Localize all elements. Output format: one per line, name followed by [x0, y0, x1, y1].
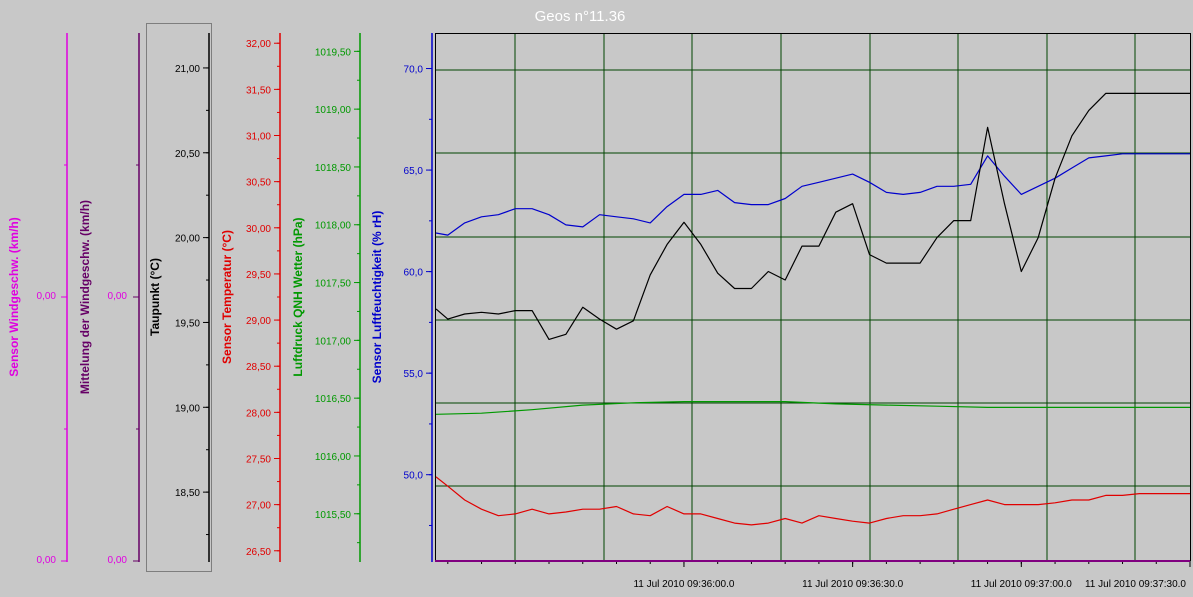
x-tick-label: 11 Jul 2010 09:37:30.0	[1085, 579, 1186, 590]
y-tick-label-dewpoint: 18,50	[175, 488, 200, 499]
dewpoint-axis-selection[interactable]	[146, 23, 212, 572]
plot-area[interactable]	[435, 33, 1191, 561]
y-tick-label-temperature: 31,00	[246, 132, 271, 143]
y-tick-label-temperature: 27,00	[246, 501, 271, 512]
y-tick-label-temperature: 29,50	[246, 270, 271, 281]
y-tick-label-temperature: 29,00	[246, 316, 271, 327]
y-tick-label-dewpoint: 20,00	[175, 234, 200, 245]
y-tick-label-dewpoint: 21,00	[175, 64, 200, 75]
y-tick-label-pressure: 1018,00	[315, 221, 352, 232]
y-tick-label-temperature: 28,50	[246, 362, 271, 373]
wind-sensor-tick-bottom: 0,00	[37, 555, 57, 566]
x-tick-label: 11 Jul 2010 09:36:30.0	[802, 579, 903, 590]
series-line-dewpoint[interactable]	[435, 92, 1190, 340]
y-tick-label-temperature: 31,50	[246, 85, 271, 96]
y-tick-label-dewpoint: 20,50	[175, 149, 200, 160]
y-tick-label-humidity: 55,0	[404, 369, 424, 380]
y-tick-label-pressure: 1017,50	[315, 279, 352, 290]
y-tick-label-temperature: 26,50	[246, 547, 271, 558]
wind-avg-tick-bottom: 0,00	[108, 555, 128, 566]
series-line-humidity[interactable]	[435, 153, 1190, 236]
y-tick-label-pressure: 1015,50	[315, 510, 352, 521]
y-tick-label-humidity: 65,0	[404, 166, 424, 177]
axis-label-pressure: Luftdruck QNH Wetter (hPa)	[291, 217, 305, 376]
y-tick-label-temperature: 28,00	[246, 408, 271, 419]
y-tick-label-pressure: 1019,00	[315, 105, 352, 116]
axis-label-wind-avg: Mittelung der Windgeschw. (km/h)	[78, 200, 92, 394]
y-tick-label-temperature: 30,00	[246, 224, 271, 235]
axis-label-temperature: Sensor Temperatur (°C)	[220, 230, 234, 364]
y-tick-label-humidity: 70,0	[404, 65, 424, 76]
y-tick-label-pressure: 1019,50	[315, 47, 352, 58]
series-line-temperature[interactable]	[435, 476, 1190, 526]
x-tick-label: 11 Jul 2010 09:37:00.0	[971, 579, 1072, 590]
wind-avg-tick-top: 0,00	[108, 291, 128, 302]
axis-label-wind-sensor: Sensor Windgeschw. (km/h)	[7, 217, 21, 376]
y-tick-label-pressure: 1018,50	[315, 163, 352, 174]
x-axis: 11 Jul 2010 09:36:00.0 11 Jul 2010 09:36:…	[447, 561, 1191, 590]
axis-label-humidity: Sensor Luftfeuchtigkeit (% rH)	[370, 211, 384, 384]
y-tick-label-pressure: 1016,00	[315, 452, 352, 463]
chart-title: Geos n°11.36	[535, 8, 626, 25]
y-tick-label-temperature: 27,50	[246, 454, 271, 465]
series-group	[435, 92, 1190, 526]
y-axes: 21,00 20,50 20,00 19,50 19,00 18,50 32,00 31,50…	[61, 33, 433, 562]
x-tick-label: 11 Jul 2010 09:36:00.0	[633, 579, 734, 590]
y-tick-label-dewpoint: 19,00	[175, 403, 200, 414]
series-line-pressure[interactable]	[435, 401, 1190, 415]
plot-grid	[436, 34, 1190, 560]
axis-label-dewpoint: Taupunkt (°C)	[148, 258, 162, 336]
y-tick-label-pressure: 1017,00	[315, 336, 352, 347]
y-tick-label-dewpoint: 19,50	[175, 318, 200, 329]
y-tick-label-temperature: 32,00	[246, 39, 271, 50]
y-tick-label-humidity: 60,0	[404, 268, 424, 279]
y-tick-label-humidity: 50,0	[404, 471, 424, 482]
wind-sensor-tick-top: 0,00	[37, 291, 57, 302]
y-tick-label-pressure: 1016,50	[315, 394, 352, 405]
y-tick-label-temperature: 30,50	[246, 178, 271, 189]
